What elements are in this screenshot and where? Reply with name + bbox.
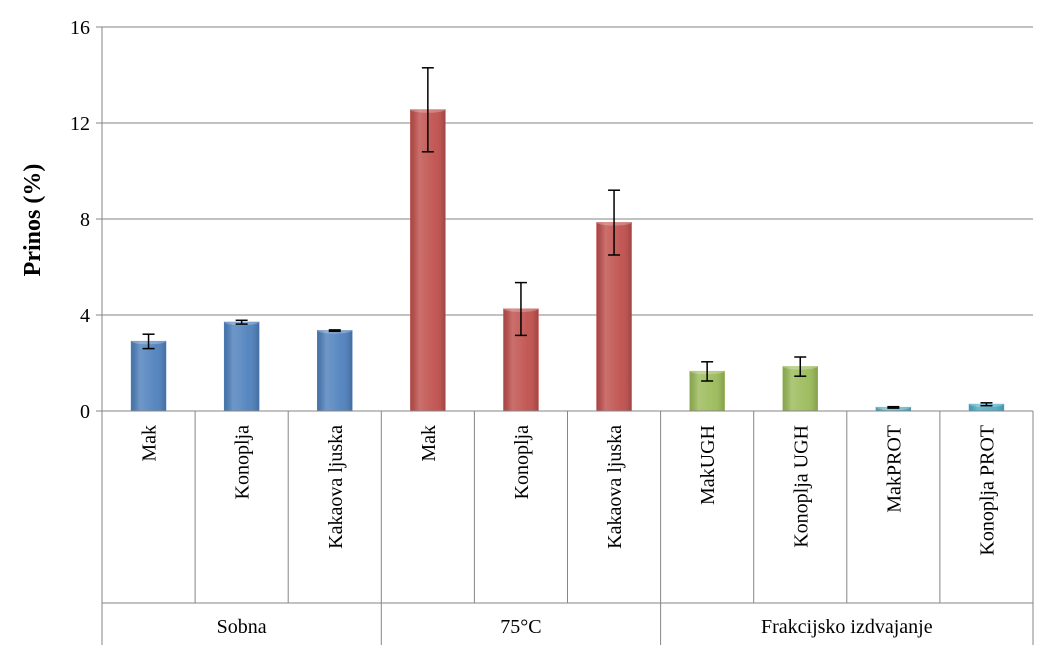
- bar-shading: [224, 322, 259, 411]
- axes: 0 4 8 12 16 Mak Konoplja Kakaova ljuska Mak Konop…: [70, 17, 1034, 645]
- y-tick-label: 12: [70, 113, 90, 135]
- group-label: Frakcijsko izdvajanje: [761, 616, 933, 638]
- bar-shading: [969, 404, 1004, 411]
- group-label: 75°C: [500, 616, 541, 638]
- group-label: Sobna: [217, 616, 267, 638]
- bars: [130, 67, 1005, 412]
- category-label: Mak: [418, 425, 440, 462]
- bar-shading: [131, 341, 166, 411]
- y-tick-label: 16: [70, 17, 90, 39]
- bar-shading: [876, 407, 911, 411]
- category-label: Konoplja UGH: [790, 425, 812, 548]
- bar-shading: [317, 330, 352, 411]
- category-label: Konoplja: [511, 425, 533, 500]
- category-label: Kakaova ljuska: [604, 425, 626, 549]
- y-tick-label: 0: [80, 401, 90, 423]
- bar-shading: [410, 109, 446, 412]
- category-label: MakPROT: [883, 425, 905, 513]
- category-label: Konoplja: [232, 425, 254, 500]
- y-tick-label: 4: [80, 305, 90, 327]
- category-label: Kakaova ljuska: [325, 425, 347, 549]
- y-axis-label: Prinos (%): [20, 164, 46, 277]
- category-label: MakUGH: [697, 425, 719, 505]
- category-label: Mak: [139, 425, 161, 462]
- category-label: Konoplja PROT: [976, 425, 998, 556]
- y-tick-label: 8: [80, 209, 90, 231]
